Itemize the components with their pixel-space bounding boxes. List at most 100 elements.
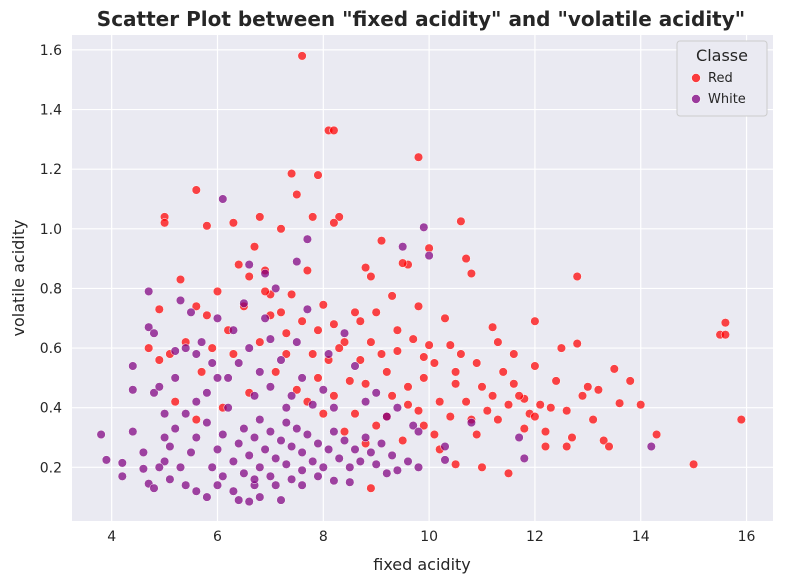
data-point-red xyxy=(276,307,286,317)
data-point-red xyxy=(371,307,381,317)
data-point-white xyxy=(392,465,402,475)
data-point-white xyxy=(260,268,270,279)
data-point-red xyxy=(429,358,439,368)
data-point-red xyxy=(382,367,392,377)
data-point-red xyxy=(334,212,344,222)
data-point-white xyxy=(181,343,191,353)
data-point-red xyxy=(572,271,582,282)
data-point-white xyxy=(361,397,371,407)
data-point-white xyxy=(334,453,344,463)
data-point-white xyxy=(292,424,302,434)
data-point-red xyxy=(514,391,524,401)
data-point-red xyxy=(207,343,217,353)
data-point-white xyxy=(128,361,138,371)
data-point-red xyxy=(419,373,429,383)
data-point-red xyxy=(429,429,439,440)
data-point-white xyxy=(191,349,201,359)
data-point-white xyxy=(339,328,350,338)
data-point-white xyxy=(308,400,318,410)
data-point-red xyxy=(313,325,323,335)
data-point-white xyxy=(376,438,387,449)
data-point-white xyxy=(170,373,180,383)
data-point-white xyxy=(297,373,307,383)
data-point-white xyxy=(181,409,191,419)
data-point-red xyxy=(350,307,360,317)
data-point-white xyxy=(466,418,476,428)
data-point-red xyxy=(318,409,328,419)
data-point-red xyxy=(472,358,482,368)
data-point-white xyxy=(318,462,328,472)
data-point-white xyxy=(218,471,228,481)
data-point-red xyxy=(228,349,238,359)
data-point-white xyxy=(244,343,254,353)
y-tick-label: 0.4 xyxy=(40,401,62,417)
data-point-red xyxy=(366,271,376,282)
data-point-red xyxy=(398,258,408,268)
series-red xyxy=(144,51,746,493)
data-point-red xyxy=(202,310,212,320)
data-point-white xyxy=(144,322,154,332)
x-tick-label: 8 xyxy=(319,529,328,545)
data-point-white xyxy=(318,385,328,395)
x-axis-label: fixed acidity xyxy=(373,555,471,574)
data-point-white xyxy=(191,486,201,496)
data-point-red xyxy=(191,415,201,425)
data-point-red xyxy=(488,391,498,401)
data-point-white xyxy=(440,455,450,465)
data-point-red xyxy=(154,355,164,365)
data-point-white xyxy=(149,388,159,398)
data-point-red xyxy=(313,373,323,383)
data-point-white xyxy=(128,385,138,395)
data-point-white xyxy=(255,367,265,377)
data-point-red xyxy=(493,337,503,347)
data-point-red xyxy=(329,319,339,329)
data-point-red xyxy=(599,435,609,446)
data-point-red xyxy=(546,403,556,413)
data-point-white xyxy=(366,447,376,457)
data-point-red xyxy=(451,367,461,377)
data-point-white xyxy=(281,459,291,469)
data-point-white xyxy=(175,295,186,305)
data-point-red xyxy=(456,349,466,359)
data-point-red xyxy=(355,355,365,365)
y-tick-labels: 0.2 0.4 0.6 0.8 1.0 1.2 1.4 1.6 xyxy=(40,43,62,476)
data-point-red xyxy=(361,379,371,389)
data-point-red xyxy=(736,415,746,425)
data-point-red xyxy=(451,379,461,389)
data-point-red xyxy=(477,382,487,392)
data-point-white xyxy=(297,480,307,490)
data-point-red xyxy=(615,398,625,408)
data-point-white xyxy=(308,456,318,466)
data-point-white xyxy=(398,242,408,252)
data-points xyxy=(96,51,746,507)
data-point-white xyxy=(324,444,334,454)
data-point-white xyxy=(287,441,297,452)
data-point-red xyxy=(456,216,466,226)
data-point-white xyxy=(329,476,339,486)
data-point-red xyxy=(276,224,286,234)
data-point-white xyxy=(117,458,127,468)
data-point-white xyxy=(392,403,402,413)
data-point-white xyxy=(223,403,233,413)
data-point-red xyxy=(530,361,540,371)
data-point-red xyxy=(689,459,699,469)
data-point-white xyxy=(244,260,254,270)
data-point-white xyxy=(313,471,323,481)
data-point-red xyxy=(234,260,244,270)
data-point-white xyxy=(276,355,286,365)
data-point-white xyxy=(287,391,297,401)
plot-area xyxy=(72,35,773,521)
x-tick-label: 14 xyxy=(632,529,650,545)
data-point-red xyxy=(387,391,397,401)
data-point-red xyxy=(308,349,318,359)
data-point-white xyxy=(297,465,307,475)
data-point-white xyxy=(175,462,186,472)
data-point-red xyxy=(424,340,434,350)
data-point-red xyxy=(345,376,355,386)
data-point-white xyxy=(138,464,148,474)
data-point-red xyxy=(609,364,619,374)
data-point-white xyxy=(424,251,434,261)
data-point-white xyxy=(271,480,281,490)
data-point-red xyxy=(451,459,461,469)
data-point-white xyxy=(128,427,138,437)
